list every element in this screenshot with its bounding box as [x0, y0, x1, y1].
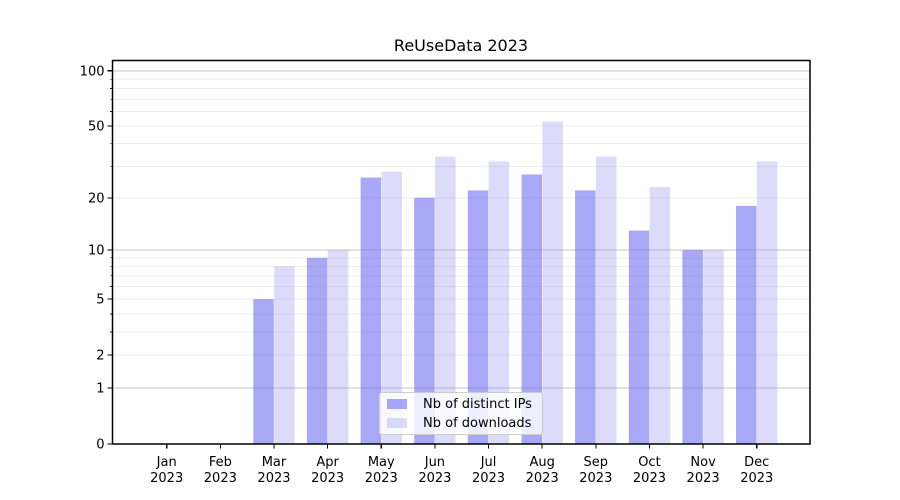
bar-distinct-ips-nov [682, 250, 703, 444]
xtick-label-month-feb: Feb [209, 455, 232, 470]
xtick-label-month-nov: Nov [690, 455, 716, 470]
ytick-label-1: 1 [96, 381, 104, 396]
xtick-label-month-aug: Aug [529, 455, 554, 470]
xtick-label-year-jul: 2023 [472, 471, 505, 486]
bar-downloads-nov [703, 250, 724, 444]
ytick-label-50: 50 [88, 120, 105, 135]
xtick-label-month-sep: Sep [584, 455, 609, 470]
xtick-label-year-apr: 2023 [311, 471, 344, 486]
xtick-label-month-jul: Jul [480, 455, 497, 470]
bar-distinct-ips-oct [628, 230, 650, 444]
bar-distinct-ips-aug [521, 174, 542, 444]
bar-downloads-dec [756, 161, 778, 445]
bar-distinct-ips-apr [306, 257, 328, 444]
xtick-label-year-feb: 2023 [204, 471, 237, 486]
chart-legend: Nb of distinct IPs Nb of downloads [379, 392, 543, 435]
legend-item-downloads: Nb of downloads [387, 415, 542, 431]
xtick-label-month-mar: Mar [262, 455, 287, 470]
bar-distinct-ips-mar [253, 299, 274, 444]
ytick-label-0: 0 [96, 438, 104, 453]
bar-distinct-ips-dec [736, 205, 757, 444]
ytick-label-2: 2 [96, 349, 104, 364]
plot-border [111, 59, 811, 445]
legend-swatch-distinct-ips [387, 399, 407, 409]
bar-downloads-jul [488, 161, 510, 445]
xtick-label-month-apr: Apr [316, 455, 339, 470]
bar-distinct-ips-may [360, 177, 382, 444]
bar-downloads-apr [327, 250, 349, 444]
legend-swatch-downloads [387, 418, 407, 428]
xtick-label-year-may: 2023 [365, 471, 398, 486]
ytick-label-5: 5 [96, 293, 104, 308]
bar-downloads-sep [596, 156, 617, 444]
bar-distinct-ips-sep [575, 190, 596, 444]
bar-downloads-aug [542, 121, 563, 445]
legend-label-downloads: Nb of downloads [423, 415, 532, 431]
bar-downloads-jun [435, 156, 456, 444]
xtick-label-year-dec: 2023 [740, 471, 773, 486]
xtick-label-year-nov: 2023 [687, 471, 720, 486]
xtick-label-month-jun: Jun [424, 455, 445, 470]
xtick-label-year-jun: 2023 [418, 471, 451, 486]
xtick-label-month-dec: Dec [744, 455, 769, 470]
bar-downloads-oct [649, 187, 671, 444]
bar-downloads-mar [274, 266, 295, 444]
xtick-label-month-may: May [368, 455, 395, 470]
ytick-label-100: 100 [80, 64, 105, 79]
xtick-label-year-aug: 2023 [526, 471, 559, 486]
ytick-label-20: 20 [88, 191, 105, 206]
xtick-label-year-jan: 2023 [150, 471, 183, 486]
xtick-label-month-jan: Jan [156, 455, 177, 470]
legend-item-distinct-ips: Nb of distinct IPs [387, 396, 542, 412]
xtick-label-month-oct: Oct [638, 455, 660, 470]
bar-distinct-ips-jul [467, 190, 489, 444]
chart-title: ReUseData 2023 [393, 36, 529, 55]
xtick-label-year-mar: 2023 [257, 471, 290, 486]
xtick-label-year-sep: 2023 [579, 471, 612, 486]
xtick-label-year-oct: 2023 [633, 471, 666, 486]
bar-distinct-ips-jun [414, 197, 435, 444]
ytick-label-10: 10 [88, 244, 105, 259]
legend-label-distinct-ips: Nb of distinct IPs [423, 396, 532, 412]
bar-downloads-may [381, 171, 402, 444]
